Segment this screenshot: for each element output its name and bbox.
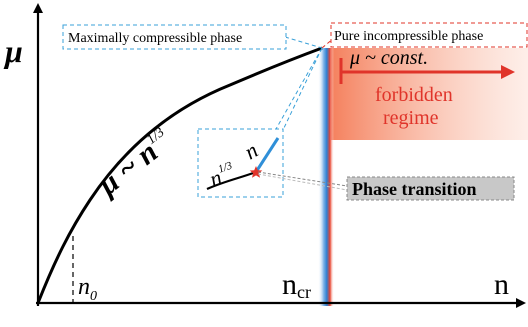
- forbidden-label-2: regime: [383, 107, 439, 129]
- inset-n13-exp: 1/3: [216, 159, 234, 175]
- ncr-sub: cr: [297, 282, 311, 302]
- callout-line-right: [321, 37, 335, 49]
- ncr-label: ncr: [282, 268, 311, 302]
- svg-text:μ ~ n1/3: μ ~ n1/3: [90, 124, 178, 203]
- compressible-phase-box: [62, 24, 287, 50]
- star-icon: [249, 166, 263, 178]
- x-axis-label: n: [494, 268, 509, 301]
- phase-transition-box: [347, 177, 514, 200]
- phase-transition-label: Phase transition: [352, 179, 477, 199]
- transition-pointer-shadow: [257, 173, 348, 191]
- main-curve: [36, 46, 323, 304]
- critical-wall: [318, 48, 334, 306]
- ncr-base: n: [282, 268, 297, 301]
- y-axis-label: μ: [3, 33, 23, 69]
- forbidden-region: [331, 48, 528, 140]
- curve-law-label: μ ~ n1/3: [90, 124, 178, 203]
- incompressible-phase-box: [330, 22, 528, 48]
- forbidden-label-1: forbidden: [375, 84, 453, 106]
- n0-base: n: [78, 274, 90, 300]
- inset-curve: [206, 170, 257, 191]
- transition-pointer: [257, 171, 348, 187]
- callout-line-left: [284, 36, 323, 49]
- compressible-phase-label: Maximally compressible phase: [68, 31, 242, 46]
- callout-line-inset-top: [282, 47, 323, 131]
- mu-const-label: μ ~ const.: [349, 47, 428, 69]
- n0-sub: 0: [90, 289, 97, 304]
- n0-label: n0: [78, 274, 97, 304]
- incompressible-phase-label: Pure incompressible phase: [334, 29, 483, 44]
- inset-blue-line: [254, 137, 280, 173]
